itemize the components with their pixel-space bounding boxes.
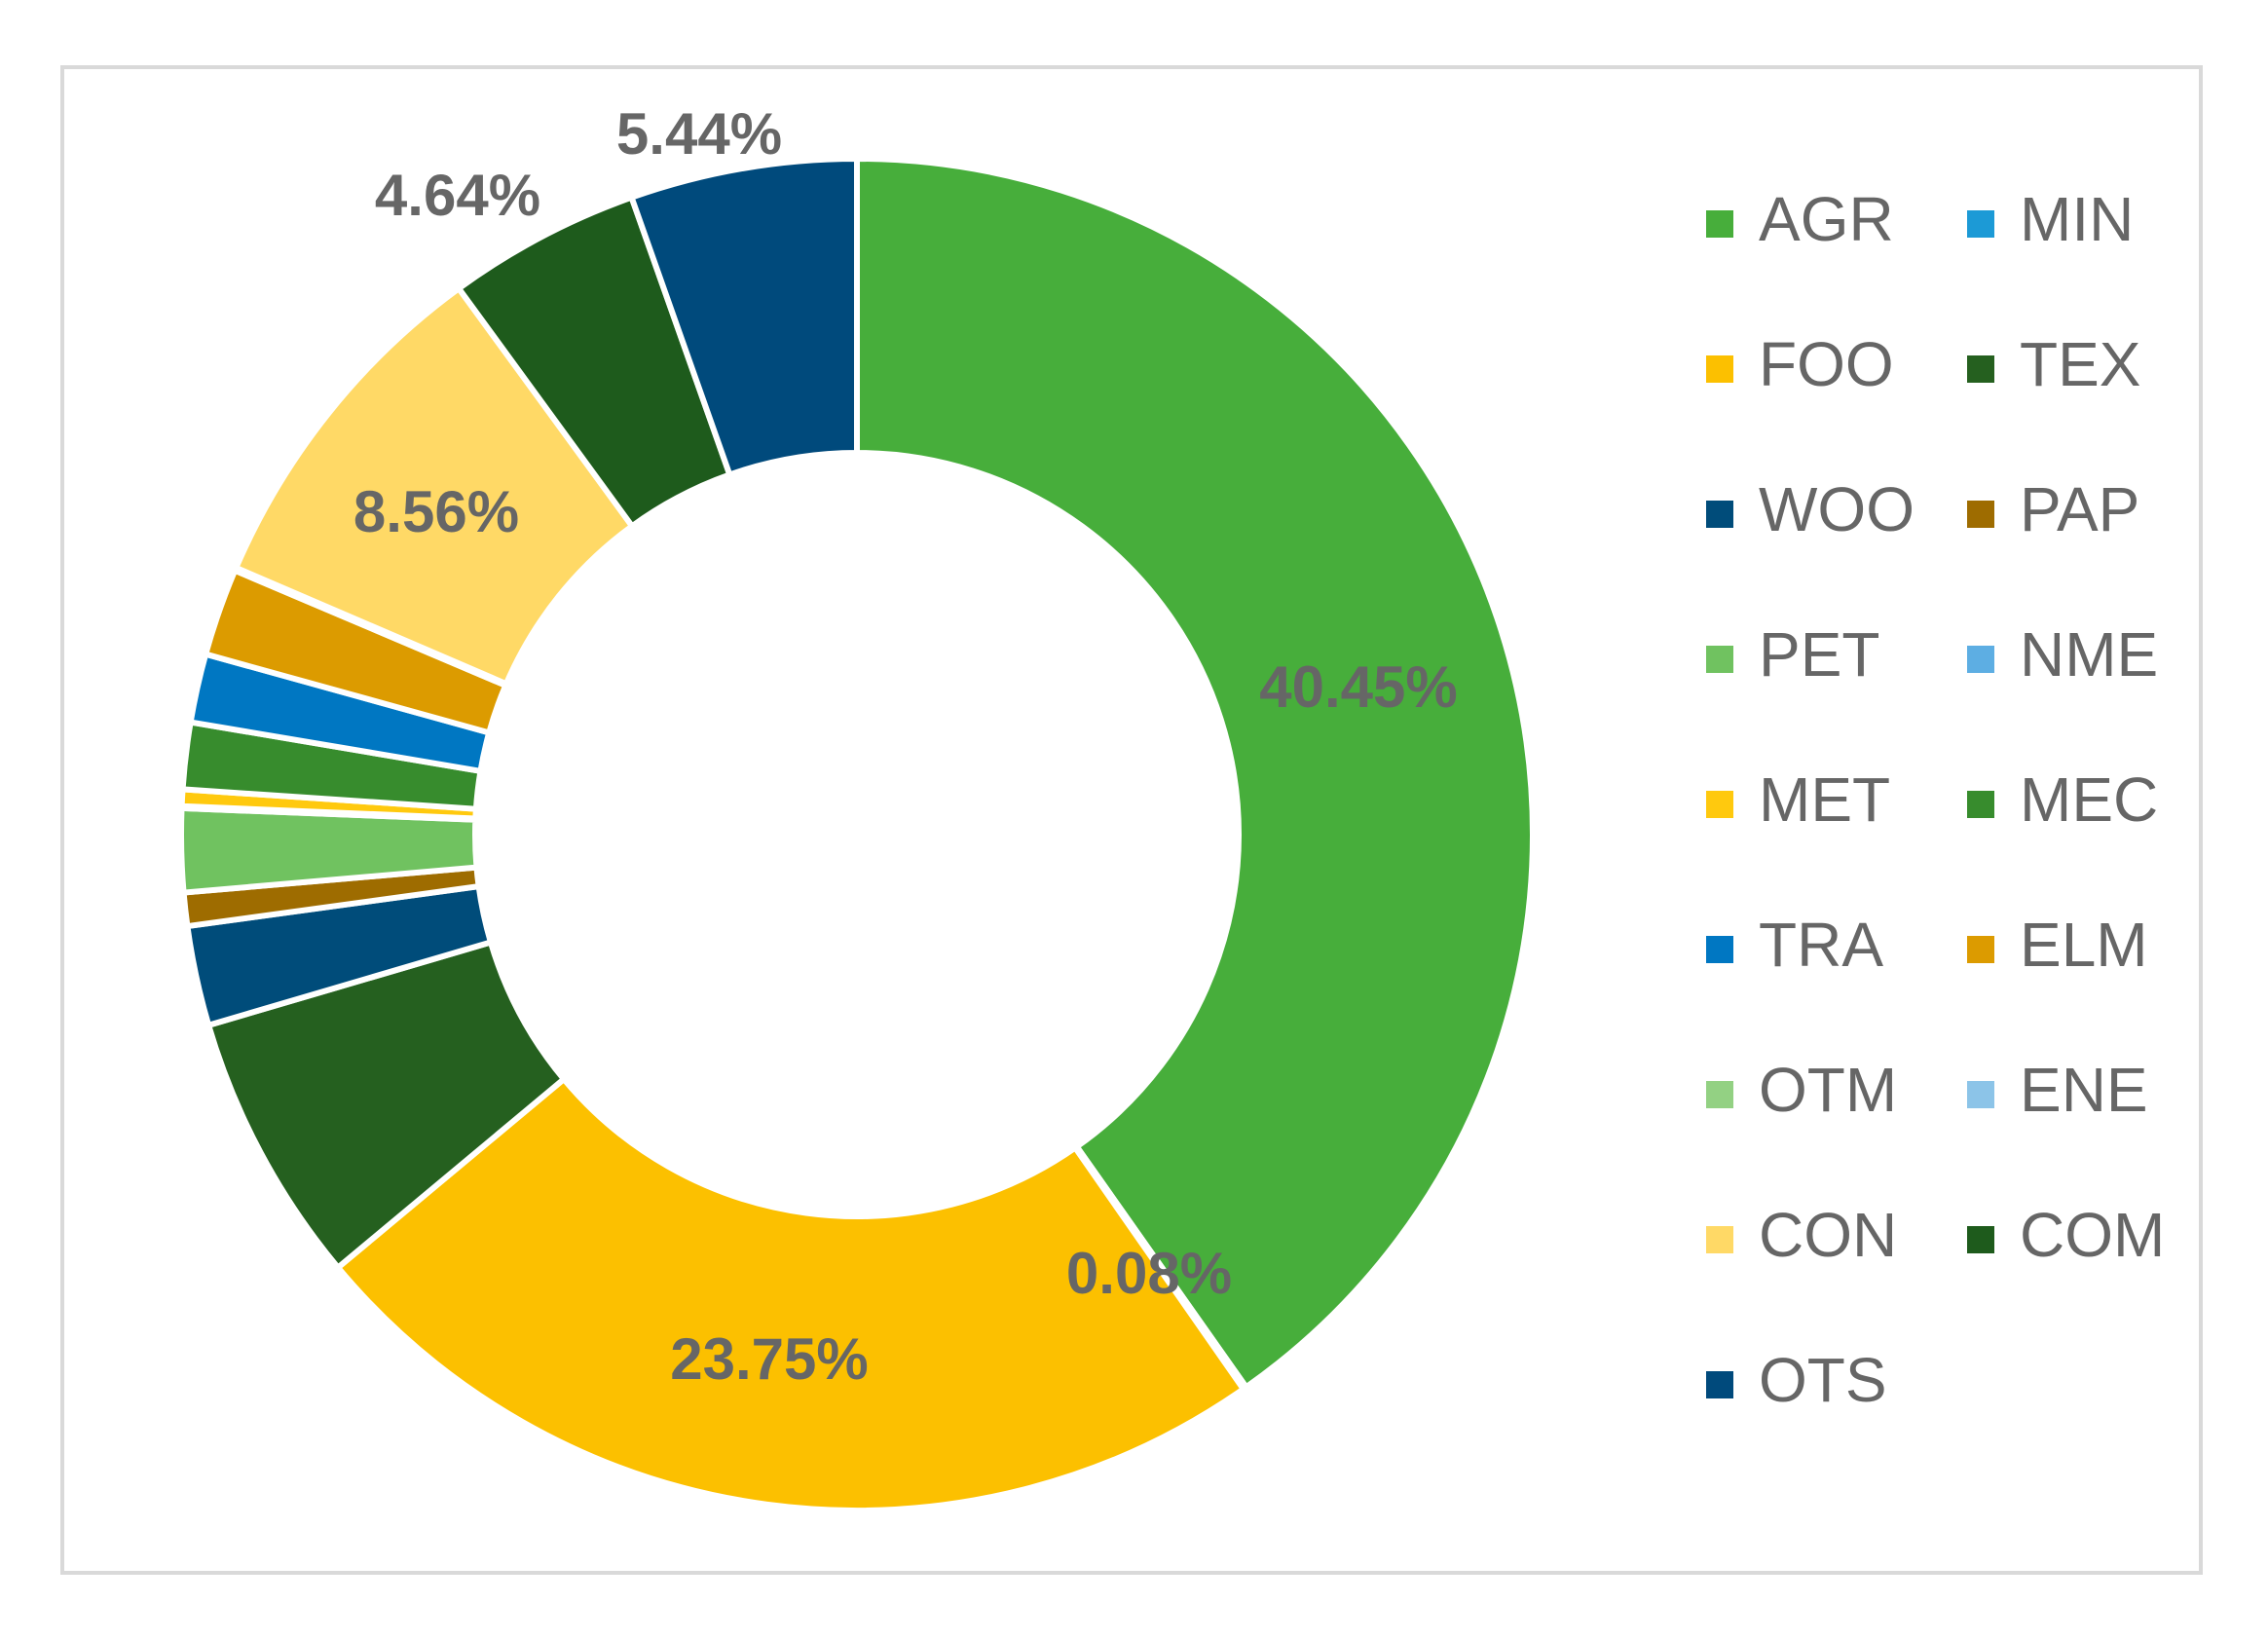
legend-entry-agr[interactable]: AGR <box>1706 184 1894 254</box>
legend-entry-tex[interactable]: TEX <box>1967 329 2140 399</box>
legend-swatch <box>1706 936 1733 963</box>
legend-swatch <box>1967 210 1994 238</box>
legend-label: WOO <box>1759 474 1915 544</box>
legend-swatch <box>1706 646 1733 673</box>
legend-entry-pap[interactable]: PAP <box>1967 474 2139 544</box>
data-label-com: 4.64% <box>375 163 540 228</box>
legend-entry-nme[interactable]: NME <box>1967 619 2158 690</box>
legend-swatch <box>1967 1081 1994 1108</box>
legend-entry-ots[interactable]: OTS <box>1706 1345 1887 1415</box>
legend-entry-woo[interactable]: WOO <box>1706 474 1915 544</box>
data-label-foo: 23.75% <box>670 1326 869 1392</box>
legend-swatch <box>1706 1226 1733 1253</box>
legend-swatch <box>1706 791 1733 818</box>
legend-entry-ene[interactable]: ENE <box>1967 1055 2148 1125</box>
legend-swatch <box>1967 355 1994 383</box>
legend-swatch <box>1967 501 1994 528</box>
legend-swatch <box>1967 936 1994 963</box>
legend-label: COM <box>2020 1200 2165 1270</box>
slice-foo[interactable] <box>333 1074 1248 1513</box>
legend-swatch <box>1967 646 1994 673</box>
legend-entry-con[interactable]: CON <box>1706 1200 1897 1270</box>
legend-label: PAP <box>2020 474 2139 544</box>
slice-agr[interactable] <box>854 155 1536 1392</box>
legend: AGR MIN FOO TEX WOO PAP PET NME MET MEC TRA ELM OTM E… <box>1706 184 2165 1415</box>
legend-entry-tra[interactable]: TRA <box>1706 910 1883 980</box>
legend-label: AGR <box>1759 184 1894 254</box>
legend-swatch <box>1706 501 1733 528</box>
data-label-con: 8.56% <box>353 479 519 544</box>
legend-swatch <box>1706 355 1733 383</box>
legend-label: PET <box>1759 619 1879 690</box>
legend-label: CON <box>1759 1200 1897 1270</box>
legend-swatch <box>1706 1081 1733 1108</box>
legend-entry-min[interactable]: MIN <box>1967 184 2134 254</box>
legend-swatch <box>1967 791 1994 818</box>
legend-entry-com[interactable]: COM <box>1967 1200 2165 1270</box>
legend-entry-foo[interactable]: FOO <box>1706 329 1894 399</box>
legend-label: NME <box>2020 619 2158 690</box>
legend-label: ENE <box>2020 1055 2148 1125</box>
legend-label: ELM <box>2020 910 2148 980</box>
legend-swatch <box>1967 1226 1994 1253</box>
legend-entry-otm[interactable]: OTM <box>1706 1055 1897 1125</box>
legend-label: MIN <box>2020 184 2134 254</box>
legend-entry-pet[interactable]: PET <box>1706 619 1879 690</box>
legend-label: OTM <box>1759 1055 1897 1125</box>
legend-label: TEX <box>2020 329 2140 399</box>
legend-swatch <box>1706 1371 1733 1398</box>
data-label-ots: 5.44% <box>616 101 782 167</box>
data-label-agr: 40.45% <box>1259 654 1458 720</box>
data-labels-layer: 40.45% 0.08% 23.75% 8.56% 4.64% 5.44% <box>353 101 1458 1392</box>
legend-label: FOO <box>1759 329 1894 399</box>
legend-label: MEC <box>2020 764 2158 835</box>
legend-entry-mec[interactable]: MEC <box>1967 764 2158 835</box>
data-label-min: 0.08% <box>1066 1241 1232 1306</box>
legend-entry-met[interactable]: MET <box>1706 764 1890 835</box>
legend-swatch <box>1706 210 1733 238</box>
slice-ots[interactable] <box>627 155 860 479</box>
legend-label: MET <box>1759 764 1890 835</box>
legend-label: OTS <box>1759 1345 1887 1415</box>
legend-entry-elm[interactable]: ELM <box>1967 910 2148 980</box>
slices-layer <box>178 155 1536 1513</box>
legend-label: TRA <box>1759 910 1883 980</box>
